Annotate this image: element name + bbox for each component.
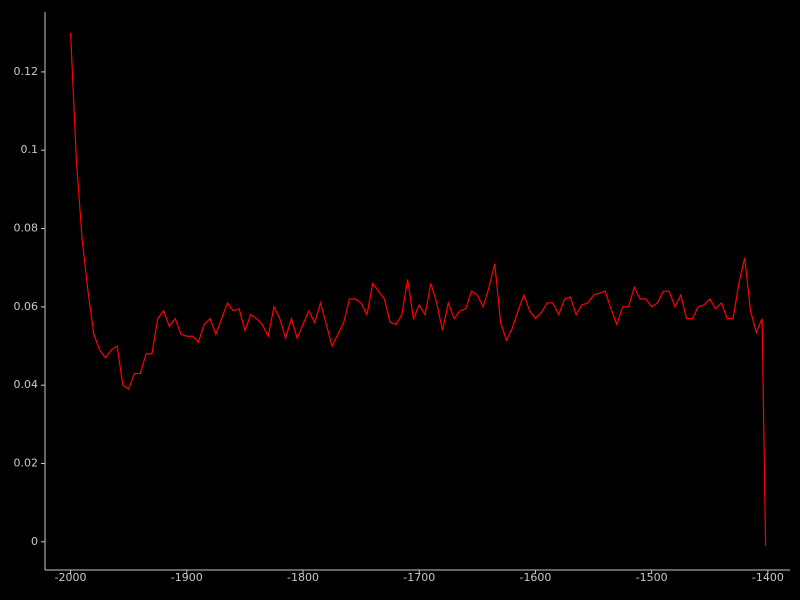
x-tick-label: -1900	[171, 571, 203, 584]
y-tick-label: 0.04	[14, 378, 39, 391]
y-tick-label: 0.06	[14, 300, 39, 313]
y-tick-label: 0.02	[14, 456, 39, 469]
y-tick-label: 0.1	[21, 143, 39, 156]
y-tick-label: 0.08	[14, 222, 39, 235]
y-tick-label: 0.12	[14, 65, 39, 78]
x-tick-label: -2000	[55, 571, 87, 584]
x-tick-label: -1800	[287, 571, 319, 584]
y-tick-label: 0	[31, 535, 38, 548]
x-tick-label: -1600	[519, 571, 551, 584]
x-tick-label: -1700	[403, 571, 435, 584]
x-tick-label: -1500	[636, 571, 668, 584]
data-line	[69, 32, 767, 546]
x-tick-label: -1400	[752, 571, 784, 584]
